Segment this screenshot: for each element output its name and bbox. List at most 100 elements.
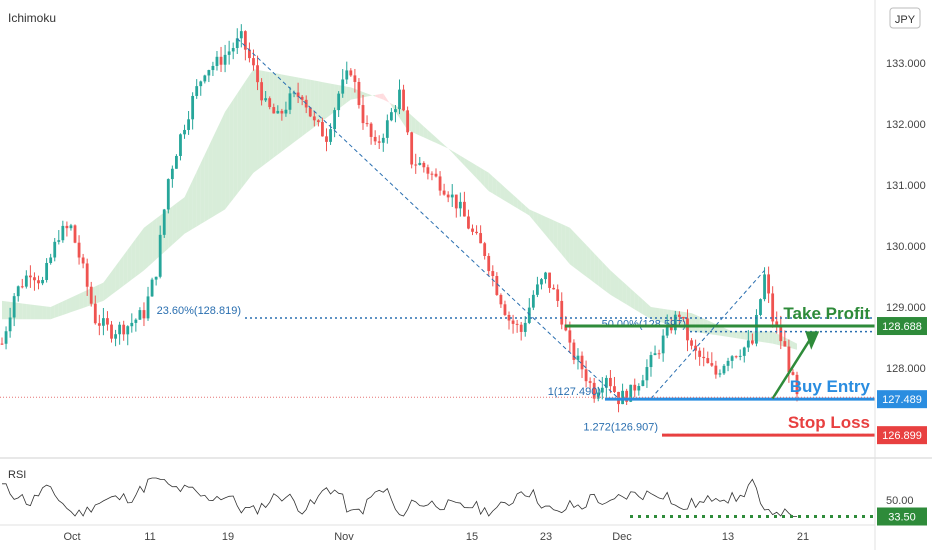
cloud-segment [399,107,404,124]
cloud-segment [318,81,323,124]
cloud-segment [188,180,193,232]
cloud-segment [350,87,355,100]
candle-body [385,120,389,138]
cloud-segment [379,93,384,100]
cloud-segment [212,128,217,217]
candle-body [487,255,491,272]
price-tag [877,390,927,409]
candle-body [527,307,531,323]
candle-body [292,92,296,94]
candle-body [138,310,142,320]
fib-level-label: 23.60%(128.819) [157,305,241,317]
candle-body [552,287,556,290]
candle-body [24,275,28,287]
currency-badge[interactable]: JPY [889,7,921,29]
rsi-title: RSI [8,469,26,481]
cloud-segment [95,284,100,304]
cloud-segment [70,295,76,313]
candle-body [329,129,332,142]
candle-body [243,31,247,50]
candle-body [673,314,677,331]
candle-body [746,340,750,348]
cloud-segment [387,99,392,106]
cloud-segment [237,87,242,194]
candle-body [592,382,596,399]
candle-body [162,209,166,235]
candle-body [471,228,474,232]
candle-body [321,121,324,137]
cloud-segment [253,69,258,173]
price-tag-text: 127.489 [882,394,922,406]
cloud-segment [606,266,611,295]
cloud-segment [107,271,112,298]
price-tag-text: 128.688 [882,321,922,333]
cloud-segment [99,282,104,303]
candle-body [686,318,689,341]
cloud-segment [695,314,700,333]
cloud-segment [760,331,765,343]
candle-body [677,314,681,317]
candle-body [166,179,170,210]
fib-trendline [236,38,619,399]
candle-body [312,116,316,121]
candle-body [337,93,341,111]
indicator-title: Ichimoku [8,11,56,25]
candle-body [771,293,775,322]
time-tick: Oct [63,531,80,543]
cloud-segment [18,302,23,320]
time-tick: Dec [612,531,632,543]
trade-level-label: Stop Loss [788,413,870,432]
cloud-segment [83,290,88,308]
cloud-segment [545,216,550,240]
currency-label: JPY [895,14,916,26]
cloud-segment [569,227,574,268]
candle-body [102,318,105,326]
cloud-segment [103,277,108,301]
price-tick: 133.000 [886,58,926,70]
cloud-segment [431,133,437,143]
cloud-segment [736,331,741,339]
candle-body [515,323,519,325]
cloud-segment [602,261,607,292]
candle-body [191,95,195,120]
cloud-segment [269,72,274,161]
cloud-segment [521,202,526,214]
cloud-segment [484,170,489,192]
cloud-segment [204,145,209,222]
cloud-segment [172,203,177,245]
candle-body [16,286,20,297]
candle-body [268,98,272,108]
candle-body [49,257,53,263]
cloud-segment [127,244,132,283]
candle-body [284,109,288,114]
cloud-segment [448,148,453,153]
cloud-segment [460,155,465,166]
candle-body [45,262,49,280]
candle-body [726,360,730,366]
candle-body [69,225,73,229]
candle-body [158,234,162,277]
candle-body [414,164,418,166]
candle-body [730,356,734,361]
cloud-segment [598,257,603,289]
candle-body [531,294,535,308]
candle-body [544,272,547,280]
time-tick: 21 [797,531,809,543]
cloud-segment [732,331,737,339]
candle-body [325,136,328,142]
cloud-segment [298,77,303,140]
candle-body [373,136,377,142]
trade-level-label: Take Profit [783,304,870,323]
time-tick: 23 [540,531,552,543]
cloud-segment [277,73,282,155]
cloud-segment [577,236,583,274]
candle-body [641,380,645,387]
candle-body [33,277,36,281]
candle-body [402,89,405,111]
candle-body [280,110,284,114]
candle-body [519,324,523,332]
candle-body [418,162,422,165]
cloud-segment [225,105,230,210]
trade-level-label: Buy Entry [790,377,871,396]
cloud-segment [436,137,441,145]
